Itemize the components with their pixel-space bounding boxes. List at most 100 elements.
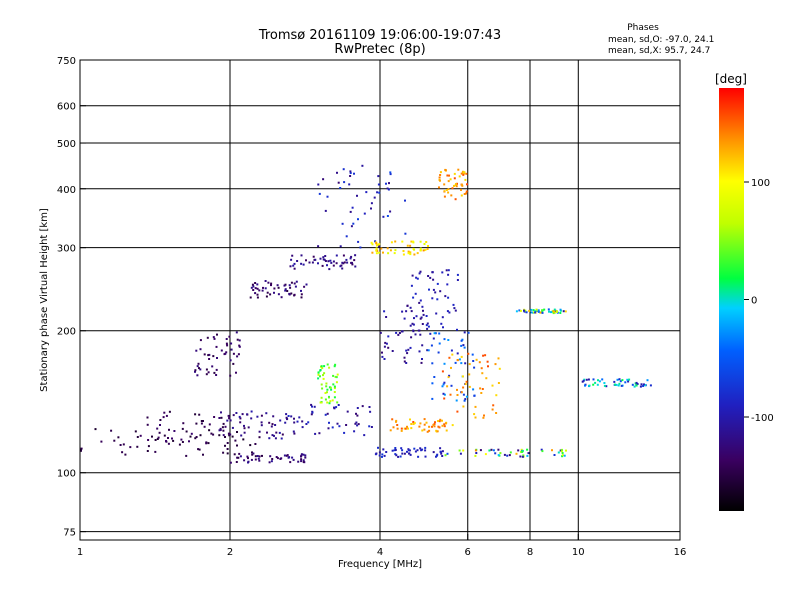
data-point — [478, 361, 481, 364]
data-point — [350, 225, 353, 228]
data-point — [562, 310, 565, 313]
data-point — [635, 381, 638, 384]
data-point — [353, 430, 356, 433]
data-point — [436, 298, 439, 301]
data-point — [229, 374, 232, 377]
data-point — [447, 180, 450, 183]
data-point — [302, 453, 305, 456]
data-point — [486, 360, 489, 363]
data-point — [232, 362, 235, 365]
data-point — [456, 410, 459, 413]
data-point — [80, 447, 83, 450]
phase-heading: Phases — [627, 23, 659, 33]
data-point — [222, 434, 225, 437]
data-point — [208, 353, 211, 356]
data-point — [288, 292, 291, 295]
data-point — [268, 421, 271, 424]
data-point — [442, 326, 444, 329]
data-point — [387, 346, 390, 349]
data-point — [151, 435, 153, 438]
data-point — [559, 312, 562, 314]
colorbar-tick-label: 0 — [751, 296, 757, 307]
data-point — [266, 291, 269, 294]
data-point — [498, 367, 501, 370]
data-point — [205, 442, 208, 445]
data-point — [443, 397, 446, 400]
data-point — [424, 446, 427, 449]
data-point — [275, 456, 278, 458]
data-point — [291, 254, 294, 257]
data-point — [283, 454, 286, 457]
data-point — [312, 255, 315, 258]
data-point — [121, 451, 124, 454]
data-point — [292, 264, 295, 267]
y-tick-label: 400 — [57, 185, 76, 196]
data-point — [401, 449, 404, 452]
data-point — [327, 427, 330, 430]
data-point — [615, 383, 618, 386]
data-point — [334, 375, 337, 378]
data-point — [378, 454, 381, 457]
data-point — [361, 405, 364, 408]
data-point — [425, 421, 428, 424]
data-point — [165, 440, 167, 442]
data-point — [497, 448, 500, 451]
data-point — [443, 393, 446, 396]
data-point — [455, 399, 458, 402]
data-point — [488, 449, 491, 452]
data-point — [375, 249, 378, 252]
data-point — [252, 285, 255, 288]
grid-lines — [80, 60, 680, 540]
data-point — [311, 261, 314, 264]
data-point — [337, 404, 340, 406]
data-point — [441, 424, 444, 427]
data-point — [407, 250, 410, 253]
data-point — [381, 455, 383, 458]
data-point — [642, 383, 645, 386]
data-point — [519, 309, 522, 312]
data-point — [213, 371, 216, 374]
data-point — [236, 456, 239, 459]
data-point — [242, 438, 245, 441]
data-point — [188, 440, 190, 443]
data-point — [314, 258, 317, 261]
data-point — [432, 451, 435, 454]
data-point — [331, 399, 334, 402]
y-tick-label: 750 — [57, 56, 76, 67]
data-point — [290, 415, 293, 418]
data-point — [313, 405, 316, 408]
data-point — [424, 449, 427, 452]
data-point — [550, 311, 552, 314]
data-point — [444, 422, 447, 425]
data-point — [323, 365, 326, 368]
data-point — [376, 243, 379, 246]
data-point — [212, 355, 215, 358]
chart-subtitle: RwPretec (8p) — [334, 42, 425, 57]
data-point — [551, 449, 553, 452]
y-axis: 75 100 200 300 400 500 600 750 — [57, 56, 86, 539]
data-point — [456, 279, 459, 281]
data-point — [423, 243, 426, 245]
data-point — [200, 422, 203, 425]
data-point — [276, 284, 279, 287]
data-point — [349, 170, 352, 173]
data-point — [423, 428, 426, 431]
data-point — [603, 384, 606, 387]
data-point — [284, 288, 287, 291]
data-point — [251, 453, 254, 456]
data-point — [448, 374, 451, 377]
data-point — [287, 415, 290, 417]
data-point — [414, 292, 417, 295]
data-point — [465, 380, 468, 383]
data-point — [443, 423, 446, 426]
data-point — [293, 293, 296, 296]
data-point — [395, 454, 398, 457]
data-point — [326, 363, 329, 366]
data-point — [553, 310, 555, 313]
data-point — [468, 385, 471, 388]
data-point — [380, 247, 383, 250]
data-point — [423, 423, 426, 426]
data-point — [446, 452, 449, 455]
data-point — [290, 292, 293, 295]
data-point — [322, 256, 325, 259]
